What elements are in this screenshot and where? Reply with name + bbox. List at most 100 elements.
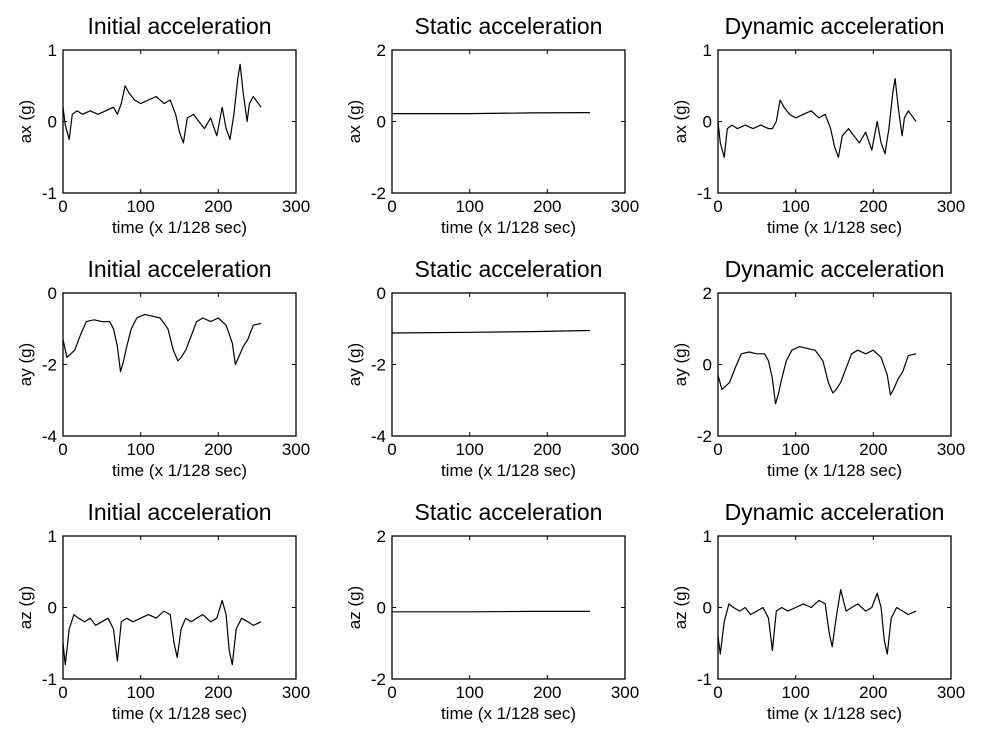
x-tick-label: 300 [937, 440, 965, 459]
x-tick-label: 100 [126, 440, 154, 459]
x-axis-label: time (x 1/128 sec) [441, 461, 576, 480]
y-tick-label: -4 [42, 427, 57, 446]
y-axis-label: az (g) [16, 586, 35, 629]
y-tick-label: -4 [371, 427, 386, 446]
y-tick-label: -2 [42, 356, 57, 375]
x-tick-label: 0 [713, 683, 722, 702]
chart-title: Static acceleration [415, 499, 603, 525]
plot-area [717, 49, 952, 194]
y-axis-label: ax (g) [671, 100, 690, 143]
x-axis-label: time (x 1/128 sec) [112, 218, 247, 237]
x-tick-label: 0 [58, 683, 67, 702]
series-line-1 [62, 599, 262, 666]
series-line-1 [62, 313, 262, 373]
x-tick-label: 0 [387, 440, 396, 459]
x-tick-label: 300 [282, 440, 310, 459]
y-tick-label: 1 [703, 41, 712, 60]
y-axis-label: ax (g) [345, 100, 364, 143]
x-tick-label: 0 [387, 683, 396, 702]
x-tick-label: 200 [859, 440, 887, 459]
plot-area [62, 292, 297, 437]
x-tick-label: 300 [282, 683, 310, 702]
plot-area [62, 535, 297, 680]
chart-title: Dynamic acceleration [725, 499, 945, 525]
y-axis-label: az (g) [345, 586, 364, 629]
x-axis-label: time (x 1/128 sec) [767, 704, 902, 723]
series-line-1 [717, 77, 917, 158]
chart-title: Initial acceleration [87, 13, 271, 39]
x-tick-label: 200 [533, 197, 561, 216]
x-tick-label: 0 [387, 197, 396, 216]
chart-title: Dynamic acceleration [725, 13, 945, 39]
y-axis-label: az (g) [671, 586, 690, 629]
y-tick-label: 0 [48, 284, 57, 303]
x-tick-label: 100 [781, 683, 809, 702]
plot-area [62, 49, 297, 194]
plot-area [717, 292, 952, 437]
x-axis-label: time (x 1/128 sec) [112, 461, 247, 480]
x-tick-label: 200 [204, 197, 232, 216]
y-tick-label: 0 [48, 599, 57, 618]
y-tick-label: -2 [697, 427, 712, 446]
chart-panel-5: Static acceleration 0 100 200 300 -4 -2 0 time (… [345, 256, 639, 480]
x-axis-label: time (x 1/128 sec) [441, 704, 576, 723]
x-tick-label: 0 [713, 440, 722, 459]
y-tick-label: 0 [48, 113, 57, 132]
x-axis-label: time (x 1/128 sec) [767, 461, 902, 480]
y-tick-label: 0 [703, 113, 712, 132]
y-tick-label: 1 [703, 527, 712, 546]
x-axis-label: time (x 1/128 sec) [767, 218, 902, 237]
y-tick-label: 1 [48, 527, 57, 546]
x-tick-label: 100 [455, 197, 483, 216]
plot-area [391, 535, 626, 680]
y-tick-label: 0 [703, 599, 712, 618]
x-tick-label: 100 [126, 197, 154, 216]
x-tick-label: 300 [611, 197, 639, 216]
plot-area [717, 535, 952, 680]
x-tick-label: 200 [204, 683, 232, 702]
x-tick-label: 200 [859, 197, 887, 216]
y-tick-label: 2 [377, 41, 386, 60]
x-tick-label: 200 [533, 683, 561, 702]
y-axis-label: ax (g) [16, 100, 35, 143]
chart-title: Initial acceleration [87, 256, 271, 282]
y-axis-label: ay (g) [16, 343, 35, 386]
x-tick-label: 200 [859, 683, 887, 702]
series-line-1 [392, 112, 591, 115]
x-tick-label: 0 [58, 440, 67, 459]
chart-title: Dynamic acceleration [725, 256, 945, 282]
plot-area [391, 49, 626, 194]
x-tick-label: 300 [611, 440, 639, 459]
x-axis-label: time (x 1/128 sec) [112, 704, 247, 723]
y-axis-label: ay (g) [345, 343, 364, 386]
y-tick-label: 0 [377, 284, 386, 303]
chart-title: Static acceleration [415, 13, 603, 39]
y-tick-label: -2 [371, 184, 386, 203]
chart-title: Initial acceleration [87, 499, 271, 525]
x-tick-label: 100 [781, 197, 809, 216]
x-tick-label: 300 [611, 683, 639, 702]
chart-panel-4: Initial acceleration 0 100 200 300 -4 -2 0 time … [16, 256, 310, 480]
y-tick-label: -1 [697, 184, 712, 203]
x-tick-label: 300 [937, 683, 965, 702]
y-tick-label: -2 [371, 670, 386, 689]
y-tick-label: 0 [377, 113, 386, 132]
y-tick-label: 2 [703, 284, 712, 303]
x-tick-label: 300 [282, 197, 310, 216]
x-axis-label: time (x 1/128 sec) [441, 218, 576, 237]
plot-area [391, 292, 626, 437]
y-axis-label: ay (g) [671, 343, 690, 386]
chart-title: Static acceleration [415, 256, 603, 282]
x-tick-label: 100 [455, 683, 483, 702]
x-tick-label: 100 [455, 440, 483, 459]
y-tick-label: -1 [42, 184, 57, 203]
x-tick-label: 300 [937, 197, 965, 216]
series-line-1 [717, 346, 917, 405]
